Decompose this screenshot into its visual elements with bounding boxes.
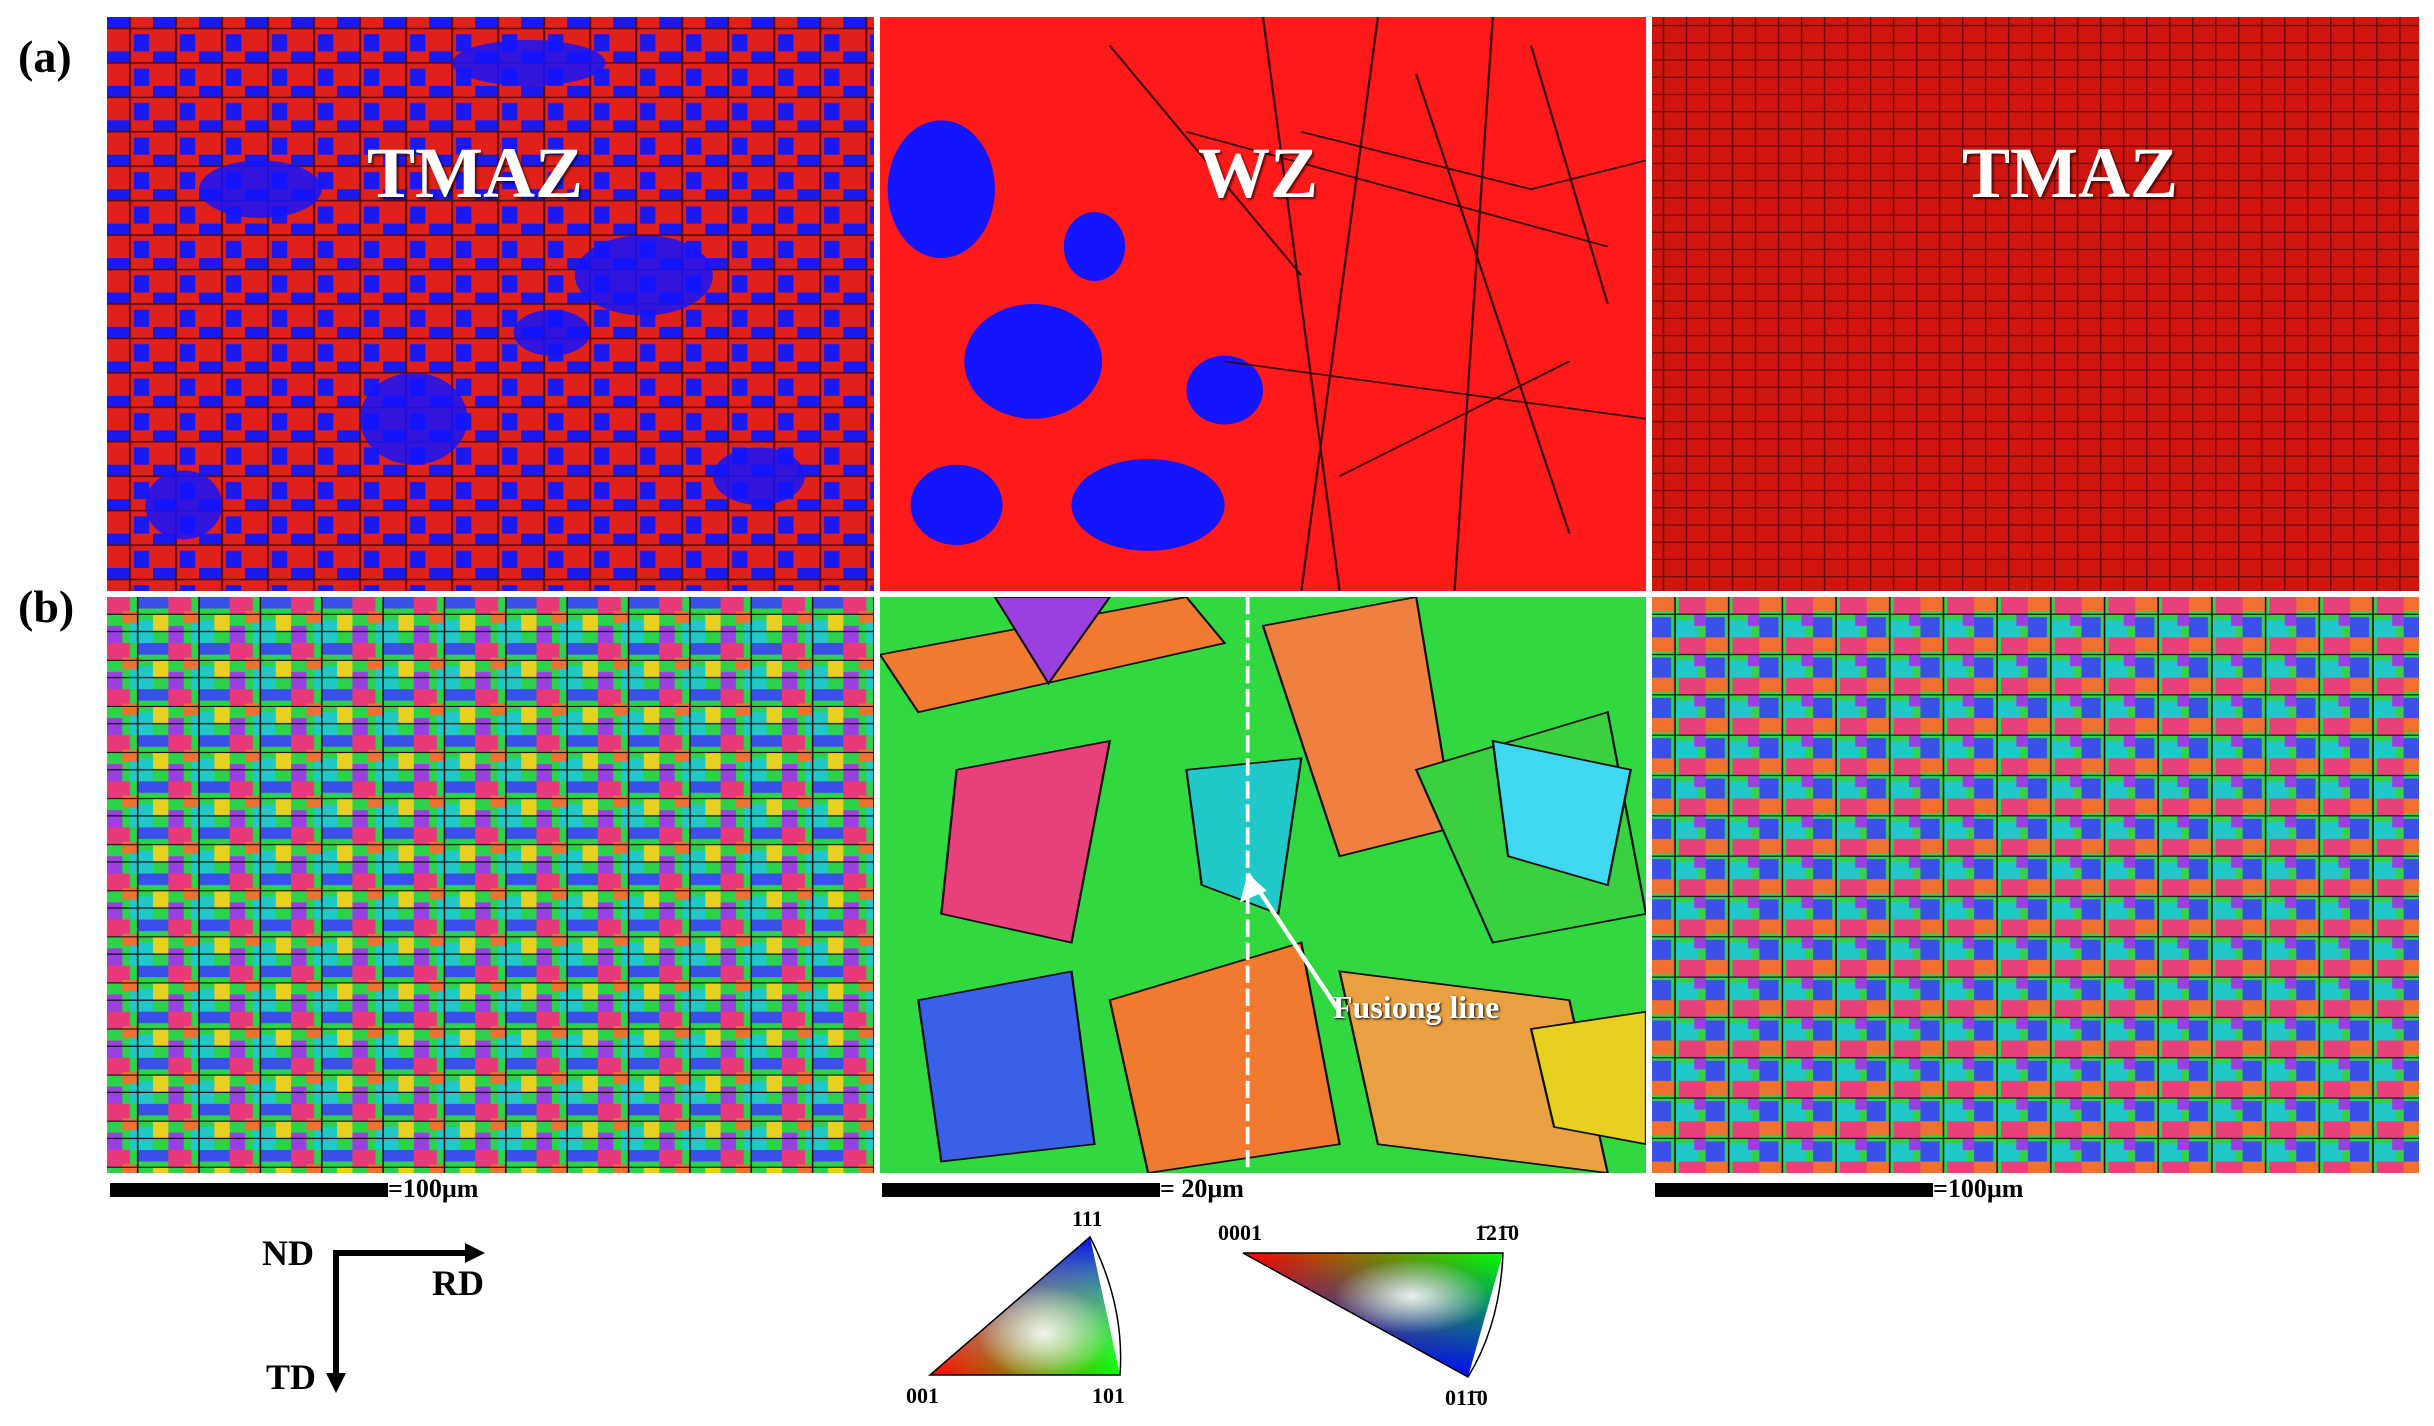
phase-map-wz: WZ xyxy=(877,14,1649,594)
axis-label-td: TD xyxy=(266,1357,317,1397)
ipf-hex-label-0001: 0001 xyxy=(1218,1220,1262,1245)
zone-label-tmaz-right: TMAZ xyxy=(1962,133,2178,213)
scale-bar-right-label: =100µm xyxy=(1933,1174,2024,1203)
ipf-map-wz-image xyxy=(880,597,1646,1173)
ipf-legend-hexagonal xyxy=(1242,1252,1504,1379)
ipf-map-tmaz-left xyxy=(104,594,877,1176)
scale-bar-right xyxy=(1655,1183,1933,1197)
axis-label-nd: ND xyxy=(262,1233,314,1273)
phase-map-wz-image xyxy=(880,17,1646,591)
ipf-cubic-label-001: 001 xyxy=(906,1383,939,1408)
phase-map-tmaz-right: TMAZ xyxy=(1649,14,2422,594)
sample-axes-arrows xyxy=(326,1243,485,1393)
ipf-cubic-label-111: 111 xyxy=(1072,1206,1103,1231)
phase-map-tmaz-left: TMAZ xyxy=(104,14,877,594)
ipf-map-tmaz-right-image xyxy=(1652,597,2419,1173)
scale-bar-left xyxy=(110,1183,388,1197)
scale-bar-left-label: =100µm xyxy=(388,1174,479,1203)
phase-map-tmaz-left-image xyxy=(107,17,874,591)
ipf-map-tmaz-right xyxy=(1649,594,2422,1176)
scale-bar-middle-label: = 20µm xyxy=(1160,1174,1244,1203)
ipf-cubic-label-101: 101 xyxy=(1092,1383,1125,1408)
zone-label-tmaz-left: TMAZ xyxy=(367,133,583,213)
ipf-map-tmaz-left-image xyxy=(107,597,874,1173)
fusion-line-label: Fusiong line xyxy=(1333,989,1500,1025)
phase-map-tmaz-right-image xyxy=(1652,17,2419,591)
ipf-map-wz: Fusiong line xyxy=(877,594,1649,1176)
ipf-hex-label-m12m10: 1̄21̄0 xyxy=(1475,1220,1519,1245)
row-label-a: (a) xyxy=(18,31,72,82)
ipf-legend-cubic xyxy=(927,1235,1122,1376)
scale-bar-middle xyxy=(882,1183,1160,1197)
ipf-hex-label-01m10: 011̄0 xyxy=(1445,1385,1488,1410)
row-label-b: (b) xyxy=(18,581,75,632)
axis-label-rd: RD xyxy=(432,1263,484,1303)
zone-label-wz: WZ xyxy=(1198,133,1319,213)
